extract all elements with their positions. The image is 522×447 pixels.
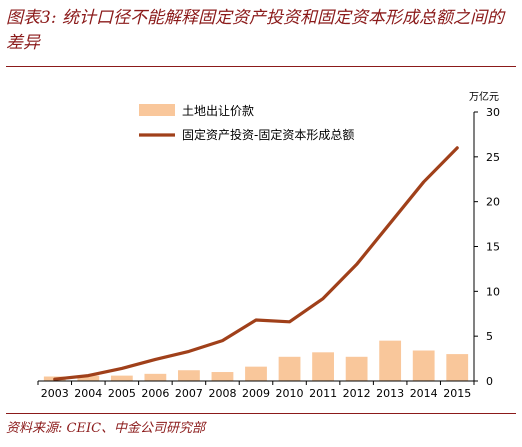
- y-tick-label: 10: [486, 285, 500, 298]
- y-tick-label: 15: [486, 241, 500, 254]
- x-tick-label: 2013: [376, 387, 404, 400]
- bar-2005: [110, 375, 133, 381]
- bar-2014: [412, 350, 435, 381]
- bar-2008: [211, 372, 234, 381]
- legend-label-bar: 土地出让价款: [182, 104, 254, 118]
- x-tick-label: 2010: [276, 387, 304, 400]
- y-tick-label: 30: [486, 106, 500, 119]
- y-tick-label: 0: [486, 375, 493, 388]
- axes: 2003 2004 2005 2006 2007 2008 2009 2010 2011 2012…: [37, 106, 500, 400]
- x-tick-label: 2014: [410, 387, 438, 400]
- bar-2006: [144, 373, 167, 381]
- bar-2012: [345, 356, 368, 381]
- y-axis-unit: 万亿元: [469, 90, 499, 103]
- x-tick-label: 2006: [141, 387, 169, 400]
- bar-2004: [77, 375, 100, 381]
- x-tick-label: 2011: [309, 387, 337, 400]
- bar-2009: [245, 366, 267, 381]
- x-tick-label: 2005: [108, 387, 136, 400]
- x-tick-label: 2012: [343, 387, 371, 400]
- legend-label-line: 固定资产投资-固定资本形成总额: [182, 127, 354, 142]
- bar-2011: [312, 352, 334, 381]
- figure-source: 资料来源: CEIC、中金公司研究部: [6, 421, 206, 436]
- x-tick-label: 2015: [443, 387, 471, 400]
- source-rule: [6, 413, 516, 414]
- x-tick-label: 2008: [208, 387, 236, 400]
- x-tick-label: 2003: [41, 387, 69, 400]
- x-tick-label: 2009: [242, 387, 270, 400]
- x-tick-label: 2007: [175, 387, 203, 400]
- bar-2007: [178, 370, 200, 381]
- y-tick-label: 5: [486, 330, 493, 343]
- y-tick-label: 20: [486, 196, 500, 209]
- bar-series: [43, 340, 469, 381]
- figure-title: 图表3: 统计口径不能解释固定资产投资和固定资本形成总额之间的差异: [6, 8, 504, 53]
- bar-2013: [379, 340, 402, 381]
- bar-2015: [446, 354, 469, 381]
- x-tick-label: 2004: [74, 387, 102, 400]
- legend-swatch-bar: [139, 104, 175, 116]
- bar-2010: [278, 356, 301, 381]
- y-tick-label: 25: [486, 151, 500, 164]
- line-series: [53, 146, 459, 381]
- title-rule: [6, 66, 516, 67]
